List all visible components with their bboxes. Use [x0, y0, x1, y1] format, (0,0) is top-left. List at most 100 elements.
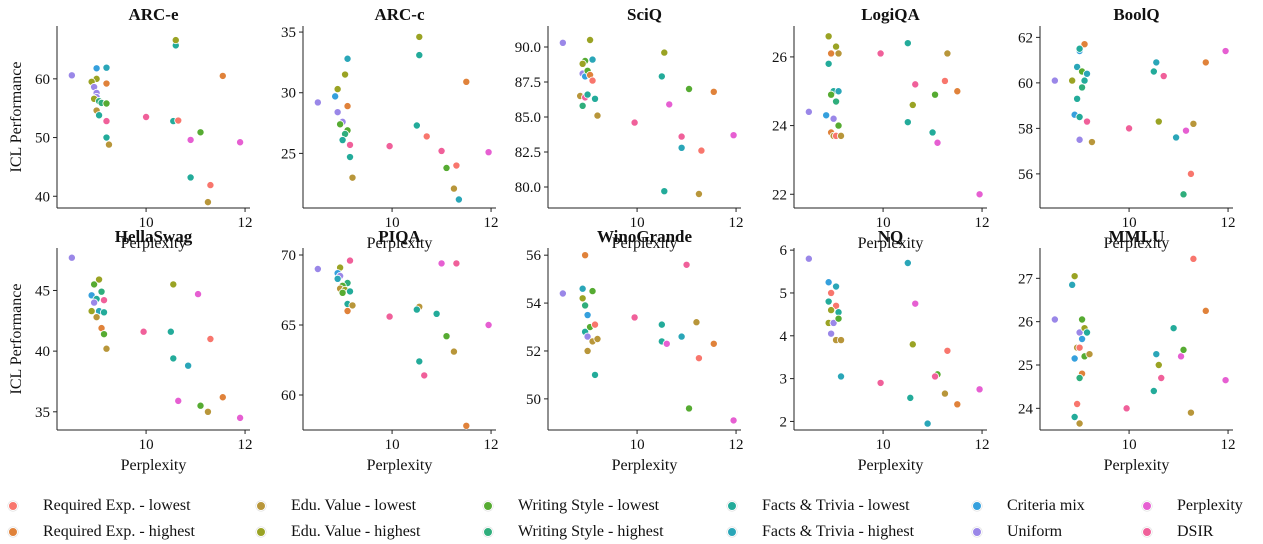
- y-tick-label: 60: [281, 388, 296, 404]
- y-tick-label: 87.5: [515, 75, 541, 91]
- data-point-facts-trivia-lowest: [825, 60, 832, 67]
- x-axis-label: Perplexity: [612, 457, 678, 474]
- data-point-uniform: [559, 290, 566, 297]
- data-point-dsir: [912, 81, 919, 88]
- y-tick-label: 24: [1018, 401, 1034, 417]
- data-point-edu-value-lowest: [693, 319, 700, 326]
- legend-item: Uniform: [972, 520, 1062, 544]
- data-point-facts-trivia-lowest: [1081, 77, 1088, 84]
- data-point-perplexity: [194, 291, 201, 298]
- data-point-required-exp-highest: [344, 102, 351, 109]
- panel-title: BoolQ: [1113, 5, 1159, 24]
- data-point-writing-style-highest: [1078, 84, 1085, 91]
- data-point-facts-trivia-lowest: [103, 134, 110, 141]
- data-point-writing-style-highest: [1076, 374, 1083, 381]
- legend-label: DSIR: [1177, 523, 1213, 541]
- data-point-criteria-mix: [825, 279, 832, 286]
- panel-title: LogiQA: [861, 5, 920, 24]
- data-point-edu-value-lowest: [450, 185, 457, 192]
- x-tick-label: 12: [975, 437, 990, 453]
- data-point-edu-value-highest: [909, 341, 916, 348]
- data-point-edu-value-lowest: [93, 314, 100, 321]
- data-point-criteria-mix: [1078, 335, 1085, 342]
- data-point-edu-value-highest: [579, 295, 586, 302]
- data-point-facts-trivia-highest: [334, 275, 341, 282]
- data-point-writing-style-lowest: [1078, 316, 1085, 323]
- data-point-dsir: [346, 257, 353, 264]
- y-tick-label: 6: [780, 243, 788, 259]
- y-tick-label: 82.5: [515, 145, 541, 161]
- data-point-perplexity: [976, 386, 983, 393]
- panel-title: NQ: [878, 227, 904, 246]
- data-point-edu-value-highest: [661, 49, 668, 56]
- data-point-uniform: [1051, 77, 1058, 84]
- data-point-facts-trivia-lowest: [416, 52, 423, 59]
- data-point-facts-trivia-highest: [344, 55, 351, 62]
- data-point-perplexity: [1182, 127, 1189, 134]
- y-tick-label: 70: [281, 248, 296, 264]
- data-point-writing-style-lowest: [835, 315, 842, 322]
- data-point-required-exp-highest: [954, 401, 961, 408]
- data-point-facts-trivia-highest: [678, 333, 685, 340]
- data-point-required-exp-highest: [344, 307, 351, 314]
- data-point-facts-trivia-lowest: [1071, 413, 1078, 420]
- x-tick-label: 12: [975, 215, 990, 231]
- legend-marker: [8, 527, 18, 537]
- y-tick-label: 4: [780, 329, 788, 345]
- data-point-facts-trivia-lowest: [170, 355, 177, 362]
- data-point-edu-value-highest: [828, 306, 835, 313]
- data-point-perplexity: [912, 300, 919, 307]
- data-point-edu-value-highest: [1071, 273, 1078, 280]
- data-point-edu-value-lowest: [835, 50, 842, 57]
- data-point-uniform: [91, 299, 98, 306]
- data-point-facts-trivia-lowest: [339, 136, 346, 143]
- panel-title: PIQA: [378, 227, 421, 246]
- legend-item: Perplexity: [1142, 494, 1243, 518]
- panel-title: ARC-c: [374, 5, 424, 24]
- legend-marker: [1142, 527, 1152, 537]
- x-axis-label: Perplexity: [1104, 457, 1170, 474]
- y-tick-label: 65: [281, 318, 296, 334]
- data-point-uniform: [805, 255, 812, 262]
- x-tick-label: 10: [876, 437, 891, 453]
- data-point-facts-trivia-highest: [103, 64, 110, 71]
- data-point-facts-trivia-lowest: [584, 91, 591, 98]
- data-point-perplexity: [175, 397, 182, 404]
- data-point-uniform: [314, 99, 321, 106]
- data-point-facts-trivia-lowest: [95, 112, 102, 119]
- data-point-writing-style-lowest: [100, 331, 107, 338]
- panel-nq: NQ2345610 12Perplexity: [780, 227, 990, 474]
- data-point-edu-value-lowest: [837, 132, 844, 139]
- data-point-facts-trivia-highest: [1153, 59, 1160, 66]
- data-point-required-exp-highest: [710, 88, 717, 95]
- y-tick-label: 25: [1018, 358, 1033, 374]
- data-point-edu-value-lowest: [450, 348, 457, 355]
- data-point-facts-trivia-lowest: [661, 188, 668, 195]
- data-point-facts-trivia-lowest: [904, 40, 911, 47]
- y-tick-label: 24: [772, 119, 788, 135]
- data-point-perplexity: [666, 101, 673, 108]
- data-point-edu-value-lowest: [1190, 120, 1197, 127]
- y-tick-label: 5: [780, 286, 788, 302]
- data-point-dsir: [386, 143, 393, 150]
- data-point-required-exp-lowest: [423, 133, 430, 140]
- data-point-edu-value-lowest: [1088, 138, 1095, 145]
- data-point-facts-trivia-highest: [678, 144, 685, 151]
- y-tick-label: 80.0: [515, 180, 541, 196]
- data-point-dsir: [438, 147, 445, 154]
- data-point-facts-trivia-highest: [1172, 134, 1179, 141]
- data-point-facts-trivia-lowest: [346, 153, 353, 160]
- panel-title: WinoGrande: [597, 227, 693, 246]
- data-point-edu-value-highest: [825, 33, 832, 40]
- data-point-required-exp-lowest: [1190, 255, 1197, 262]
- data-point-perplexity: [730, 132, 737, 139]
- data-point-edu-value-lowest: [941, 390, 948, 397]
- data-point-facts-trivia-highest: [579, 285, 586, 292]
- data-point-edu-value-highest: [170, 281, 177, 288]
- legend-label: Writing Style - lowest: [518, 497, 659, 515]
- data-point-criteria-mix: [823, 112, 830, 119]
- x-axis-label: Perplexity: [121, 457, 187, 474]
- data-point-edu-value-highest: [341, 71, 348, 78]
- data-point-writing-style-lowest: [589, 288, 596, 295]
- data-point-facts-trivia-lowest: [929, 129, 936, 136]
